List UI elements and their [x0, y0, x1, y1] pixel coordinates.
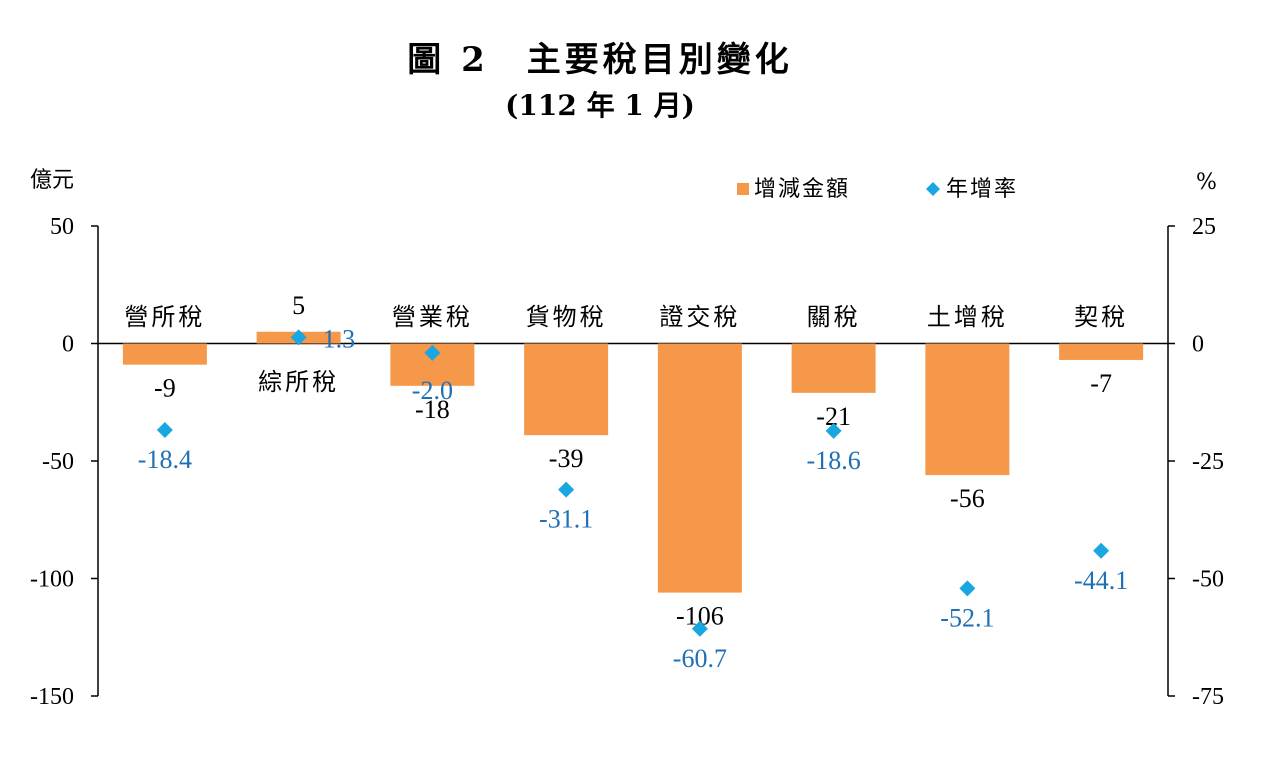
left-tick-label: -100 [30, 567, 74, 593]
right-tick-label: -25 [1192, 449, 1224, 475]
bar [657, 343, 742, 593]
left-axis-unit: 億元 [30, 168, 74, 193]
category-label: 契稅 [1074, 303, 1128, 331]
category-label: 關稅 [807, 303, 861, 331]
legend-bar-label: 增減金額 [754, 177, 850, 202]
chart-title: 圖 2 主要稅目別變化 [407, 40, 793, 80]
rate-marker [290, 329, 307, 346]
bar-value-label: -56 [950, 484, 985, 513]
left-tick-label: 50 [50, 214, 74, 240]
category-label: 綜所稅 [258, 368, 339, 396]
category-label: 營業稅 [392, 303, 473, 331]
right-tick-label: -75 [1192, 684, 1224, 710]
bar-value-label: -18 [415, 395, 450, 424]
right-axis-unit: % [1196, 170, 1217, 195]
left-tick-label: 0 [62, 332, 74, 358]
rate-marker [558, 481, 575, 498]
bar-value-label: 5 [292, 291, 305, 320]
rate-marker [959, 580, 976, 597]
category-label: 營所稅 [124, 303, 205, 331]
category-label: 證交稅 [659, 303, 740, 331]
rate-label: -18.4 [138, 445, 192, 474]
category-label: 貨物稅 [526, 303, 607, 331]
legend-marker-swatch [926, 182, 940, 196]
bar [122, 343, 207, 365]
rate-marker [825, 422, 842, 439]
rate-marker [691, 620, 708, 637]
bar [524, 343, 609, 436]
legend-bar-swatch [737, 183, 749, 195]
rate-marker [156, 421, 173, 438]
rate-marker [424, 344, 441, 361]
left-tick-label: -50 [42, 449, 74, 475]
bar-value-label: -9 [154, 374, 176, 403]
rate-label: 1.3 [323, 324, 356, 353]
right-tick-label: 25 [1192, 214, 1216, 240]
rate-label: -60.7 [673, 644, 727, 673]
rate-label: -44.1 [1074, 566, 1128, 595]
rate-label: -2.0 [412, 376, 453, 405]
chart-subtitle: (112 年 1 月) [505, 89, 695, 122]
bar-value-label: -7 [1090, 369, 1112, 398]
category-label: 土增稅 [927, 303, 1008, 331]
rate-marker [1093, 542, 1110, 559]
bar [1059, 343, 1144, 360]
bar [791, 343, 876, 393]
bar-value-label: -39 [549, 444, 584, 473]
right-tick-label: -50 [1192, 567, 1224, 593]
rate-label: -18.6 [807, 446, 861, 475]
left-tick-label: -150 [30, 684, 74, 710]
right-tick-label: 0 [1192, 332, 1204, 358]
legend-marker-label: 年增率 [946, 177, 1018, 202]
bar [925, 343, 1010, 476]
rate-label: -31.1 [539, 505, 593, 534]
rate-label: -52.1 [940, 603, 994, 632]
